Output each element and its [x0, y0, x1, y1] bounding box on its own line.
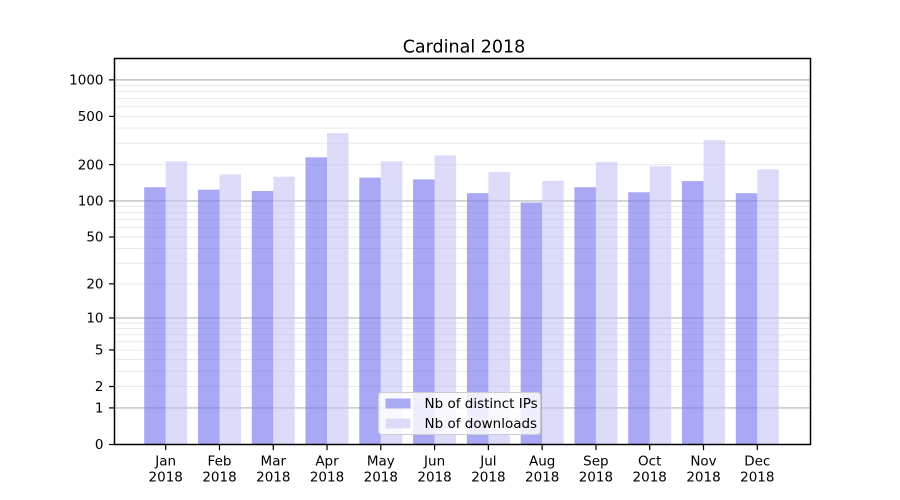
x-tick-label-year: 2018: [256, 470, 290, 486]
y-tick-label: 20: [86, 277, 103, 293]
x-tick-label-year: 2018: [149, 470, 183, 486]
legend-swatch-downloads: [385, 418, 411, 429]
x-tick-label-year: 2018: [579, 470, 613, 486]
x-tick-label-year: 2018: [471, 470, 505, 486]
x-tick-label-year: 2018: [310, 470, 344, 486]
bar-distinct-ips-sep: [574, 187, 596, 445]
plot-frame: [113, 57, 812, 446]
x-tick-label-month: Oct: [638, 454, 661, 470]
bar-downloads-mar: [273, 176, 295, 445]
bar-downloads-jan: [165, 161, 188, 445]
bar-distinct-ips-dec: [735, 193, 758, 445]
x-tick-label-month: Jul: [479, 454, 496, 470]
x-tick-label-month: Dec: [744, 454, 770, 470]
y-tick-label: 0: [95, 437, 104, 453]
bar-downloads-apr: [327, 133, 349, 445]
x-tick-label-month: Sep: [583, 454, 608, 470]
x-tick-label-month: May: [367, 454, 395, 470]
y-tick-label: 10: [86, 311, 103, 327]
x-tick-label-year: 2018: [364, 470, 398, 486]
y-tick-label: 100: [78, 194, 104, 210]
x-tick-label-month: Apr: [315, 454, 339, 470]
bar-distinct-ips-may: [359, 177, 381, 445]
bar-distinct-ips-mar: [251, 191, 274, 445]
bar-downloads-oct: [649, 166, 672, 445]
bar-distinct-ips-jun: [413, 179, 435, 445]
y-tick-label: 1: [95, 401, 104, 417]
bar-downloads-nov: [703, 140, 725, 445]
tick-marks: [109, 79, 758, 451]
y-tick-label: 5: [95, 343, 104, 359]
y-tick-label: 1000: [69, 73, 103, 89]
bar-downloads-jul: [488, 171, 510, 445]
bar-distinct-ips-aug: [520, 202, 543, 445]
bar-distinct-ips-nov: [682, 181, 704, 445]
x-tick-label-month: Mar: [261, 454, 287, 470]
x-tick-label-year: 2018: [740, 470, 774, 486]
x-tick-labels: Jan2018Feb2018Mar2018Apr2018May2018Jun20…: [149, 454, 775, 486]
x-tick-label-month: Jan: [154, 454, 176, 470]
x-tick-label-month: Jun: [423, 454, 445, 470]
legend: Nb of distinct IPs Nb of downloads: [378, 392, 541, 435]
bar-downloads-may: [380, 161, 403, 445]
bar-downloads-jun: [434, 155, 457, 445]
chart-title: Cardinal 2018: [403, 38, 526, 58]
legend-label-downloads: Nb of downloads: [425, 416, 538, 432]
x-tick-label-year: 2018: [417, 470, 451, 486]
bar-distinct-ips-feb: [198, 189, 220, 445]
bar-distinct-ips-jul: [466, 193, 489, 445]
y-tick-labels: 0 1 2 5 10 20 50 100 200 500 1000: [69, 73, 103, 454]
x-tick-label-year: 2018: [633, 470, 667, 486]
x-tick-label-month: Aug: [529, 454, 555, 470]
legend-label-distinct-ips: Nb of distinct IPs: [425, 396, 538, 412]
legend-swatch-distinct-ips: [385, 398, 411, 409]
bar-downloads-aug: [542, 180, 564, 445]
x-tick-label-year: 2018: [202, 470, 236, 486]
bar-distinct-ips-oct: [628, 192, 650, 445]
x-tick-label-year: 2018: [686, 470, 720, 486]
bar-downloads-feb: [219, 174, 241, 445]
y-tick-label: 200: [78, 157, 104, 173]
y-tick-label: 2: [95, 379, 104, 395]
bar-distinct-ips-apr: [305, 157, 327, 445]
y-tick-label: 500: [78, 109, 104, 125]
x-tick-label-month: Feb: [208, 454, 232, 470]
bar-downloads-dec: [757, 169, 779, 445]
x-tick-label-year: 2018: [525, 470, 559, 486]
bar-downloads-sep: [595, 162, 618, 445]
legend-box: [378, 392, 541, 435]
bar-series: [144, 133, 779, 445]
x-tick-label-month: Nov: [690, 454, 716, 470]
bar-distinct-ips-jan: [144, 187, 166, 445]
y-tick-label: 50: [86, 230, 103, 246]
